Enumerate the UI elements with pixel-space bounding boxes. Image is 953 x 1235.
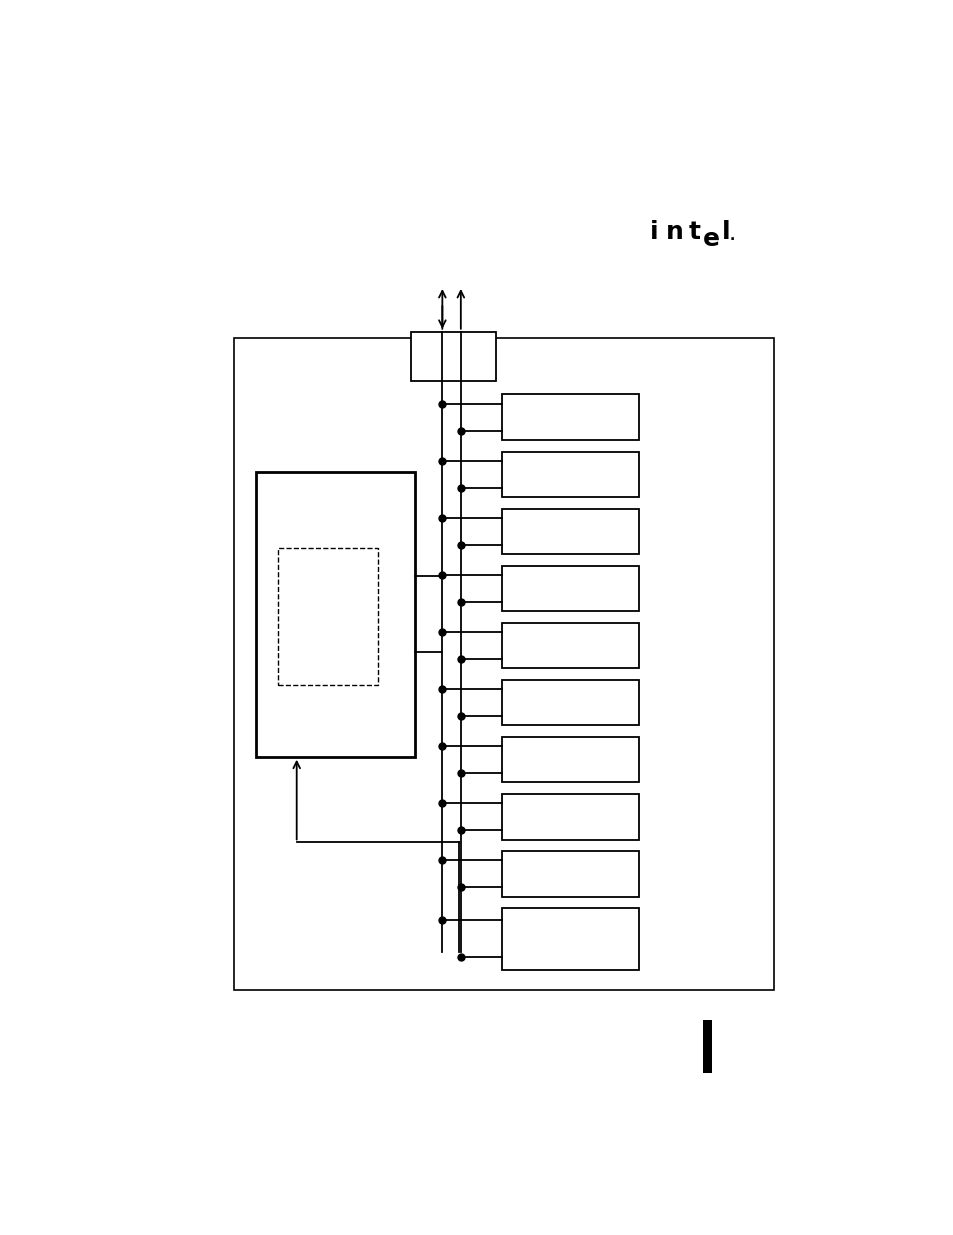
Text: .: . (729, 230, 735, 243)
Bar (501, 737, 639, 783)
Text: e: e (701, 227, 719, 251)
Bar (501, 851, 639, 897)
Bar (255, 472, 415, 757)
Bar (233, 338, 773, 989)
Bar (702, 1020, 712, 1072)
Bar (278, 547, 377, 685)
Bar (501, 679, 639, 725)
Text: t: t (688, 220, 700, 243)
Text: n: n (665, 220, 683, 243)
Bar (501, 794, 639, 840)
Bar (501, 394, 639, 440)
Text: i: i (649, 220, 658, 243)
Bar (501, 908, 639, 969)
Bar (411, 332, 496, 382)
Bar (501, 509, 639, 555)
Bar (501, 452, 639, 498)
Bar (501, 622, 639, 668)
Bar (501, 566, 639, 611)
Text: l: l (721, 220, 730, 243)
